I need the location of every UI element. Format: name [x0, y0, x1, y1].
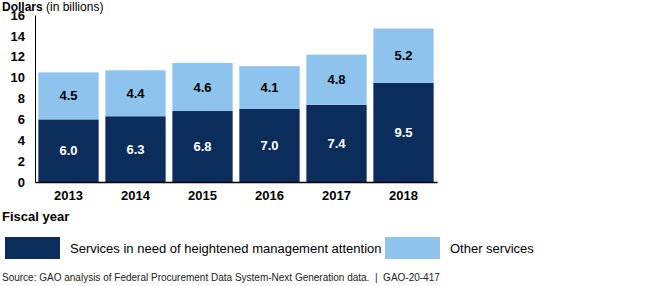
x-tick: 2013: [54, 188, 83, 203]
x-tick: 2015: [188, 188, 217, 203]
data-label: 6.0: [59, 143, 77, 158]
y-tick: 12: [11, 49, 35, 64]
bar: [306, 105, 366, 182]
y-axis: 0246810121416: [11, 8, 36, 190]
data-label: 9.5: [394, 125, 412, 140]
y-tick: 2: [18, 154, 35, 169]
y-tick: 0: [18, 175, 35, 190]
data-label: 4.6: [193, 80, 211, 95]
bar: [172, 63, 232, 111]
bar: [306, 55, 366, 105]
bar: [373, 29, 433, 83]
data-label: 4.4: [126, 86, 145, 101]
legend-swatch: [5, 237, 60, 259]
x-axis-line: [36, 182, 438, 184]
x-tick-label: 2013: [54, 188, 83, 203]
legend-item: Other services: [385, 237, 534, 259]
x-axis-title: Fiscal year: [2, 209, 69, 224]
data-label: 7.4: [327, 136, 346, 151]
y-tick-label: 10: [11, 70, 25, 85]
bars: [38, 29, 433, 182]
y-tick-label: 8: [18, 91, 25, 106]
bar: [105, 70, 165, 116]
y-tick: 4: [18, 133, 35, 148]
y-tick: 6: [18, 112, 35, 127]
data-label: 4.5: [59, 88, 77, 103]
chart: 6.0 6.3 6.8 7.0 7.4 9.5 4.5 4.4 4.6 4.1 4.8 5.2 0 2 4 6…: [0, 0, 650, 286]
y-tick-label: 12: [11, 49, 25, 64]
x-tick: 2018: [389, 188, 418, 203]
x-tick-label: 2017: [322, 188, 351, 203]
y-tick: 8: [18, 91, 35, 106]
data-label: 5.2: [394, 48, 412, 63]
legend-item: Services in need of heightened managemen…: [5, 237, 382, 259]
bar: [172, 111, 232, 182]
bar: [38, 119, 98, 182]
y-axis-title: Dollars (in billions): [2, 0, 103, 14]
x-tick-label: 2018: [389, 188, 418, 203]
x-tick: 2016: [255, 188, 284, 203]
x-tick-label: 2014: [121, 188, 151, 203]
bar: [239, 109, 299, 182]
bar: [373, 83, 433, 182]
legend: Services in need of heightened managemen…: [5, 237, 534, 259]
data-label: 4.8: [327, 72, 345, 87]
y-tick-label: 14: [11, 29, 26, 44]
bar: [239, 66, 299, 109]
y-tick: 10: [11, 70, 35, 85]
data-labels: 6.0 6.3 6.8 7.0 7.4 9.5 4.5 4.4 4.6 4.1 4.8 5.2: [59, 48, 412, 158]
bar: [105, 116, 165, 182]
y-tick-label: 6: [18, 112, 25, 127]
y-tick-label: 0: [18, 175, 25, 190]
x-axis: 2013 2014 2015 2016 2017 2018: [36, 183, 438, 204]
data-label: 6.8: [193, 139, 211, 154]
x-tick-label: 2016: [255, 188, 284, 203]
bar: [38, 72, 98, 119]
x-tick: 2014: [121, 188, 151, 203]
legend-swatch: [385, 237, 440, 259]
y-tick: 14: [11, 29, 35, 44]
y-tick-label: 2: [18, 154, 25, 169]
source-note: Source: GAO analysis of Federal Procurem…: [2, 272, 440, 283]
y-axis-line: [35, 16, 36, 183]
x-tick-label: 2015: [188, 188, 217, 203]
data-label: 7.0: [260, 138, 278, 153]
legend-label: Other services: [450, 241, 534, 256]
x-tick: 2017: [322, 188, 351, 203]
y-tick-label: 4: [18, 133, 26, 148]
legend-label: Services in need of heightened managemen…: [70, 241, 382, 256]
data-label: 6.3: [126, 142, 144, 157]
data-label: 4.1: [260, 80, 278, 95]
